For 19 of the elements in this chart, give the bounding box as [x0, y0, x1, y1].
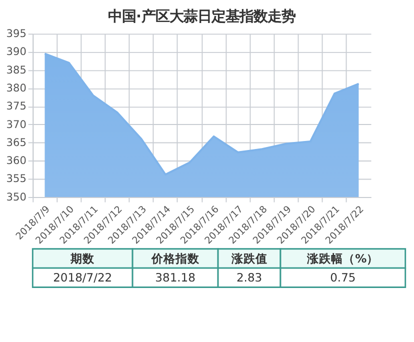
text: 2018/7/22	[53, 270, 112, 285]
y-tick-label: 355	[6, 173, 26, 186]
y-tick-label: 385	[6, 64, 26, 76]
text: 0.75	[330, 270, 356, 285]
y-tick-label: 350	[6, 191, 27, 204]
y-tick-label: 360	[6, 155, 27, 168]
text: 涨跌值	[230, 251, 268, 266]
text: 381.18	[155, 270, 196, 285]
text: 涨跌幅（%）	[306, 251, 379, 266]
chart-title: 中国·产区大蒜日定基指数走势	[108, 8, 296, 26]
text: 价格指数	[150, 251, 200, 266]
y-tick-label: 380	[6, 82, 27, 94]
y-tick-label: 395	[6, 28, 26, 40]
y-tick-label: 375	[6, 100, 26, 113]
text: 2.83	[236, 270, 262, 285]
y-tick-label: 390	[6, 46, 27, 58]
y-tick-label: 365	[6, 136, 26, 149]
text: 期数	[70, 251, 96, 266]
y-tick-label: 370	[6, 118, 27, 131]
